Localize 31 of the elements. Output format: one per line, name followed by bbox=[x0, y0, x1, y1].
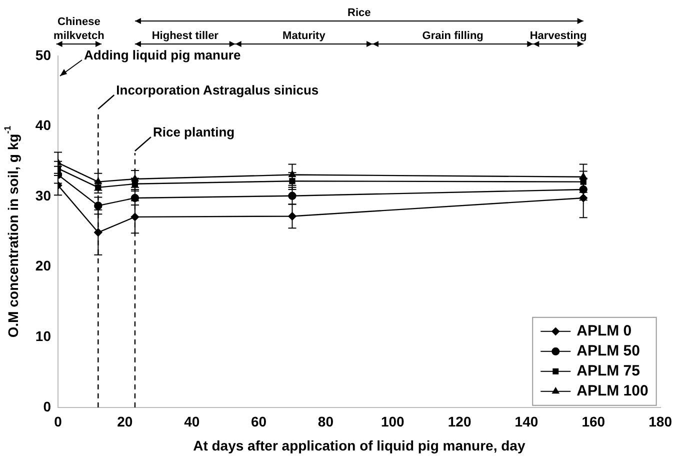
x-tick-label: 80 bbox=[318, 414, 334, 430]
y-tick-label: 10 bbox=[35, 328, 52, 344]
text: Chinese milkvetch bbox=[54, 16, 105, 42]
legend-label: APLM 0 bbox=[576, 322, 632, 340]
legend-label: APLM 50 bbox=[576, 342, 640, 360]
text: Highest tiller bbox=[152, 30, 220, 42]
legend-label: APLM 100 bbox=[576, 382, 648, 400]
ref-line-label: Rice planting bbox=[152, 124, 235, 140]
x-tick-label: 120 bbox=[448, 414, 472, 430]
x-tick-label: 0 bbox=[54, 414, 62, 430]
x-tick-label: 100 bbox=[380, 414, 405, 430]
text: Grain filling bbox=[422, 30, 484, 42]
y-tick-label: 20 bbox=[35, 258, 52, 274]
y-tick-label: 50 bbox=[35, 46, 52, 63]
x-tick-label: 180 bbox=[648, 414, 672, 430]
x-axis-title: At days after application of liquid pig manure, day bbox=[193, 437, 526, 454]
legend-label: APLM 75 bbox=[576, 362, 640, 380]
text: Rice bbox=[348, 7, 371, 19]
x-tick-label: 60 bbox=[250, 414, 267, 430]
y-tick-label: 30 bbox=[35, 187, 52, 204]
annotation: Adding liquid pig manure bbox=[84, 48, 241, 63]
ref-line-label: Incorporation Astragalus sinicus bbox=[116, 82, 319, 98]
x-tick-label: 20 bbox=[117, 414, 133, 430]
y-axis-title: O.M concentration in soil, g kg-1 bbox=[2, 126, 21, 338]
y-tick-label: 40 bbox=[35, 117, 52, 134]
y-tick-label: 0 bbox=[43, 398, 52, 414]
x-tick-label: 140 bbox=[514, 414, 538, 430]
text: Maturity bbox=[282, 30, 326, 42]
x-tick-label: 40 bbox=[184, 414, 200, 430]
x-tick-label: 160 bbox=[582, 414, 606, 430]
text: Harvesting bbox=[530, 30, 587, 42]
